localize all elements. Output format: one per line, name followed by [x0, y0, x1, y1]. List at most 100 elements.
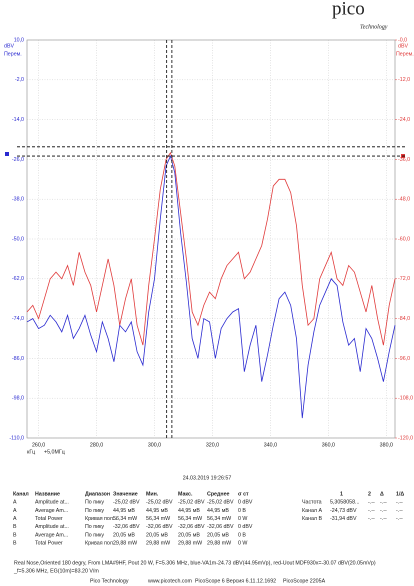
table-cell: 44,95 мВ	[207, 508, 229, 514]
y-tick-label: -98,0	[12, 396, 24, 402]
x-tick-label: 380,0	[380, 442, 393, 448]
table-cell: B	[13, 532, 17, 538]
table-cell: 20,05 мВ	[178, 532, 200, 538]
x-tick-label: 340,0	[264, 442, 277, 448]
y2-tick-label: -120,0	[398, 435, 413, 441]
y2-tick-label: -0,0	[398, 37, 407, 43]
y-tick-label: 10,0	[14, 37, 24, 43]
table-cell: 44,95 мВ	[146, 508, 168, 514]
table-cell: -25,02 dBV	[178, 500, 205, 506]
y-tick-label: -14,0	[12, 117, 24, 123]
table-header: Значение	[113, 491, 138, 497]
table-header: Среднее	[207, 491, 230, 497]
y-tick-label: -86,0	[12, 356, 24, 362]
cursor-cell: -.--	[368, 508, 375, 514]
table-cell: -32,06 dBV	[146, 524, 173, 530]
table-cell: A	[13, 500, 17, 506]
cursor-cell: -.--	[396, 500, 403, 506]
table-cell: A	[13, 516, 17, 522]
cursor-cell: -.--	[380, 508, 387, 514]
x-tick-label: 260,0	[32, 442, 45, 448]
cursor-cell: -.--	[380, 516, 387, 522]
y-tick-label: -110,0	[9, 435, 24, 441]
table-cell: По пику	[85, 524, 104, 530]
footer: Pico Technology	[90, 578, 129, 584]
series-line	[26, 154, 396, 419]
table-cell: 0 dBV	[238, 500, 253, 506]
table-cell: Amplitude at...	[35, 500, 69, 506]
table-cell: -25,02 dBV	[113, 500, 140, 506]
table-cell: По пику	[85, 500, 104, 506]
table-cell: B	[13, 541, 17, 547]
table-cell: A	[13, 508, 17, 514]
table-cell: Average Am...	[35, 532, 68, 538]
cursor-header: 1/Δ	[396, 491, 404, 497]
footer: PicoScope 2205A	[283, 578, 326, 584]
cursor-cell: Канал B	[302, 516, 322, 522]
note: _f=5.306 MHz, EG(10m)=83.20 V/m	[13, 568, 99, 574]
x-tick-label: 300,0	[148, 442, 161, 448]
series-line	[26, 151, 396, 346]
y2-tick-label: -24,0	[398, 117, 410, 123]
y2-tick-label: -36,0	[398, 157, 410, 163]
table-cell: Total Power	[35, 516, 63, 522]
y2-tick-label: -84,0	[398, 316, 410, 322]
y2-tick-label: -108,0	[398, 396, 413, 402]
table-cell: 29,88 mW	[146, 541, 170, 547]
y-unit: dBV	[4, 43, 14, 49]
y-tick-label: -2,0	[15, 77, 24, 83]
y2-tick-label: -96,0	[398, 356, 410, 362]
table-cell: -32,06 dBV	[207, 524, 234, 530]
x-tick-label: 280,0	[90, 442, 103, 448]
table-cell: 0 W	[238, 541, 247, 547]
y2-unit: dBV	[398, 43, 408, 49]
table-header: Мин.	[146, 491, 159, 497]
table-cell: 44,95 мВ	[113, 508, 135, 514]
table-cell: B	[13, 524, 17, 530]
table-cell: -25,02 dBV	[146, 500, 173, 506]
plot-area	[26, 39, 396, 439]
note: Real Nose,Oriented 180 degry, From LMA#9…	[14, 560, 376, 566]
cursor-cell: -.--	[368, 516, 375, 522]
y-tick-label: -38,0	[12, 197, 24, 203]
table-header: Канал	[13, 491, 29, 497]
table-cell: -32,06 dBV	[113, 524, 140, 530]
x-offset: +5,0МГц	[44, 449, 65, 455]
table-cell: По пику	[85, 532, 104, 538]
table-cell: 29,88 mW	[207, 541, 231, 547]
table-cell: 56,34 mW	[178, 516, 202, 522]
x-tick-label: 360,0	[322, 442, 335, 448]
cursor-header: 1	[340, 491, 343, 497]
table-cell: 0 В	[238, 508, 246, 514]
y-tick-label: -50,0	[12, 236, 24, 242]
cursor-header: 2	[368, 491, 371, 497]
footer: PicoScope 6 Версия 6.11.12.1692	[195, 578, 276, 584]
y2-tick-label: -48,0	[398, 197, 410, 203]
table-cell: 29,88 mW	[113, 541, 137, 547]
table-cell: -32,06 dBV	[178, 524, 205, 530]
y-tick-label: -62,0	[12, 276, 24, 282]
table-cell: 56,34 mW	[113, 516, 137, 522]
y-tick-label: -26,0	[12, 157, 24, 163]
table-cell: 20,05 мВ	[113, 532, 135, 538]
cursor-cell: -.--	[368, 500, 375, 506]
cursor-cell: Частота	[302, 500, 322, 506]
table-cell: Кривая пол...	[85, 541, 117, 547]
y-mode: Перем.	[4, 51, 22, 57]
table-header: Название	[35, 491, 60, 497]
table-header: σ ст	[238, 491, 249, 497]
x-tick-label: 320,0	[206, 442, 219, 448]
table-cell: По пику	[85, 508, 104, 514]
table-cell: 20,05 мВ	[146, 532, 168, 538]
table-cell: 56,34 mW	[207, 516, 231, 522]
table-cell: 20,05 мВ	[207, 532, 229, 538]
logo: pico	[332, 0, 365, 19]
table-cell: 0 В	[238, 532, 246, 538]
cursor-cell: 5,3058058...	[330, 500, 359, 506]
table-cell: 0 dBV	[238, 524, 253, 530]
table-cell: Average Am...	[35, 508, 68, 514]
y2-tick-label: -60,0	[398, 236, 410, 242]
cursor-cell: -.--	[396, 508, 403, 514]
table-cell: Total Power	[35, 541, 63, 547]
